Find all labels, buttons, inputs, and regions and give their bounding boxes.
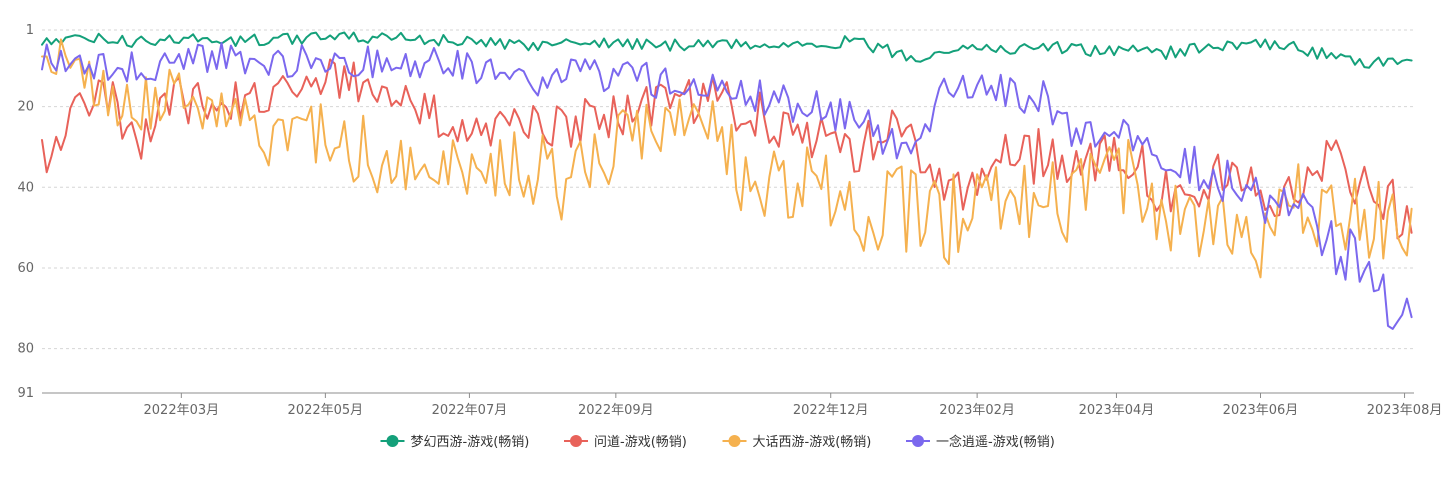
y-tick-label: 60 bbox=[17, 261, 34, 276]
series-line-4[interactable] bbox=[41, 41, 1413, 330]
series-layer bbox=[41, 31, 1413, 330]
x-tick-label: 2022年09月 bbox=[578, 403, 654, 418]
x-tick-label: 2022年03月 bbox=[144, 403, 220, 418]
x-tick-label: 2022年05月 bbox=[288, 403, 364, 418]
legend-marker bbox=[570, 435, 582, 447]
legend-marker bbox=[386, 435, 399, 447]
legend-item-1[interactable]: 梦幻西游-游戏(畅销) bbox=[380, 435, 530, 450]
legend-item-2[interactable]: 问道-游戏(畅销) bbox=[564, 435, 687, 450]
y-tick-label: 91 bbox=[17, 386, 34, 401]
x-tick-label: 2022年07月 bbox=[432, 403, 508, 418]
series-line-3[interactable] bbox=[41, 38, 1413, 279]
legend-item-4[interactable]: 一念逍遥-游戏(畅销) bbox=[906, 434, 1055, 450]
x-tick-label: 2022年12月 bbox=[793, 403, 869, 418]
x-tick-label: 2023年04月 bbox=[1079, 403, 1155, 418]
y-tick-label: 20 bbox=[17, 100, 34, 115]
legend-marker bbox=[728, 435, 741, 447]
y-tick-label: 1 bbox=[26, 23, 34, 38]
legend-label: 大话西游-游戏(畅销) bbox=[753, 435, 872, 450]
legend-label: 一念逍遥-游戏(畅销) bbox=[936, 434, 1055, 450]
y-tick-label: 40 bbox=[17, 180, 34, 195]
series-line-1[interactable] bbox=[41, 31, 1413, 69]
grid-layer bbox=[42, 29, 1414, 350]
y-tick-label: 80 bbox=[17, 342, 34, 357]
x-tick-label: 2023年08月 bbox=[1367, 403, 1443, 418]
x-tick-label: 2023年02月 bbox=[939, 403, 1015, 418]
series-line-2[interactable] bbox=[41, 58, 1413, 240]
legend[interactable]: 梦幻西游-游戏(畅销) 问道-游戏(畅销) 大话西游-游戏(畅销) 一念逍遥-游戏(畅… bbox=[380, 434, 1055, 450]
legend-item-3[interactable]: 大话西游-游戏(畅销) bbox=[722, 435, 872, 450]
legend-label: 梦幻西游-游戏(畅销) bbox=[411, 435, 530, 450]
axis-layer: 1 20 40 60 80 91 2022年03月 2022年05月 2022年07月 2022年… bbox=[17, 23, 1442, 418]
x-tick-label: 2023年06月 bbox=[1223, 403, 1299, 418]
legend-marker bbox=[912, 435, 924, 447]
legend-label: 问道-游戏(畅销) bbox=[594, 435, 687, 450]
